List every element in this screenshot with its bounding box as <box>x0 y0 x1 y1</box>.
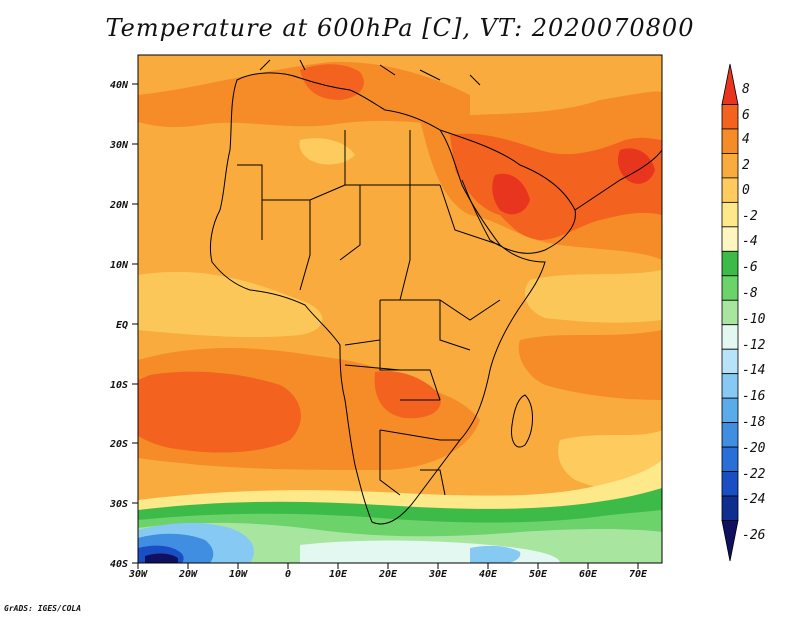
colorbar-segment <box>721 495 739 521</box>
lon-label: 60E <box>579 569 598 580</box>
colorbar-segment <box>721 520 739 562</box>
colorbar-segment <box>721 250 739 277</box>
lon-label: 20W <box>178 569 198 580</box>
colorbar-segment <box>721 104 739 130</box>
colorbar-label: -8 <box>742 286 758 301</box>
lon-labels: 30W 20W 10W 0 10E 20E 30E 40E 50E 60E 70… <box>128 569 648 580</box>
lat-labels: 40N 30N 20N 10N EQ 10S 20S 30S 40S <box>109 80 129 570</box>
colorbar-label: 6 <box>742 108 750 123</box>
colorbar-segment <box>721 128 739 154</box>
colorbar-labels: 8 6 4 2 0 -2 -4 -6 -8 -10 -12 -14 -16 -1… <box>742 82 766 543</box>
colorbar-label: -24 <box>742 492 765 507</box>
colorbar-segment <box>721 471 739 497</box>
colorbar-segment <box>721 226 739 252</box>
colorbar-segment <box>721 299 739 326</box>
colorbar-label: -18 <box>742 415 766 430</box>
colorbar-label: -10 <box>742 312 766 327</box>
colorbar-label: 2 <box>742 158 750 173</box>
lon-label: 70E <box>629 569 648 580</box>
colorbar-label: -16 <box>742 389 766 404</box>
colorbar-segment <box>721 373 739 399</box>
lat-label: 10S <box>110 380 128 391</box>
colorbar-segment <box>721 201 739 228</box>
colorbar-label: 8 <box>742 82 750 97</box>
lat-label: 30N <box>109 140 129 151</box>
colorbar-label: 4 <box>742 132 750 147</box>
colorbar-label: -12 <box>742 338 766 353</box>
colorbar-segment <box>721 348 739 375</box>
lat-label: 40N <box>110 80 129 91</box>
colorbar-label: -14 <box>742 363 765 378</box>
colorbar-segment <box>721 446 739 472</box>
colorbar-label: -2 <box>742 209 758 224</box>
colorbar-label: -20 <box>742 441 766 456</box>
colorbar-segment <box>721 63 739 105</box>
lat-label: 20S <box>109 439 128 450</box>
lon-label: 20E <box>378 569 398 580</box>
axis-ticks <box>132 83 639 569</box>
colorbar-segment <box>721 397 739 424</box>
lat-label: 20N <box>109 200 129 211</box>
colorbar-segment <box>721 324 739 350</box>
map-title: Temperature at 600hPa [C], VT: 202007080… <box>105 14 695 42</box>
colorbar-label: -4 <box>742 234 758 249</box>
colorbar-label: -22 <box>742 467 766 482</box>
lon-label: 40E <box>479 569 498 580</box>
lat-label: 30S <box>109 499 128 510</box>
colorbar-segment <box>721 275 739 301</box>
colorbar-segment <box>721 177 739 203</box>
lon-label: 10W <box>229 569 248 580</box>
temperature-field <box>138 55 662 563</box>
lon-label: 0 <box>285 569 291 580</box>
lat-label: 10N <box>110 260 129 271</box>
lon-label: 30E <box>428 569 448 580</box>
lon-label: 50E <box>529 569 548 580</box>
colorbar-label: 0 <box>742 183 750 198</box>
colorbar-label: -26 <box>742 528 766 543</box>
map-frame <box>137 54 663 564</box>
lat-label: EQ <box>116 320 128 331</box>
coastlines <box>209 59 662 525</box>
colorbar <box>721 63 739 562</box>
lon-label: 10E <box>329 569 348 580</box>
lat-label: 40S <box>110 559 128 570</box>
credit-text: GrADS: IGES/COLA <box>4 604 82 613</box>
colorbar-label: -6 <box>742 260 758 275</box>
colorbar-segment <box>721 422 739 448</box>
colorbar-segment <box>721 153 739 179</box>
lon-label: 30W <box>128 569 148 580</box>
